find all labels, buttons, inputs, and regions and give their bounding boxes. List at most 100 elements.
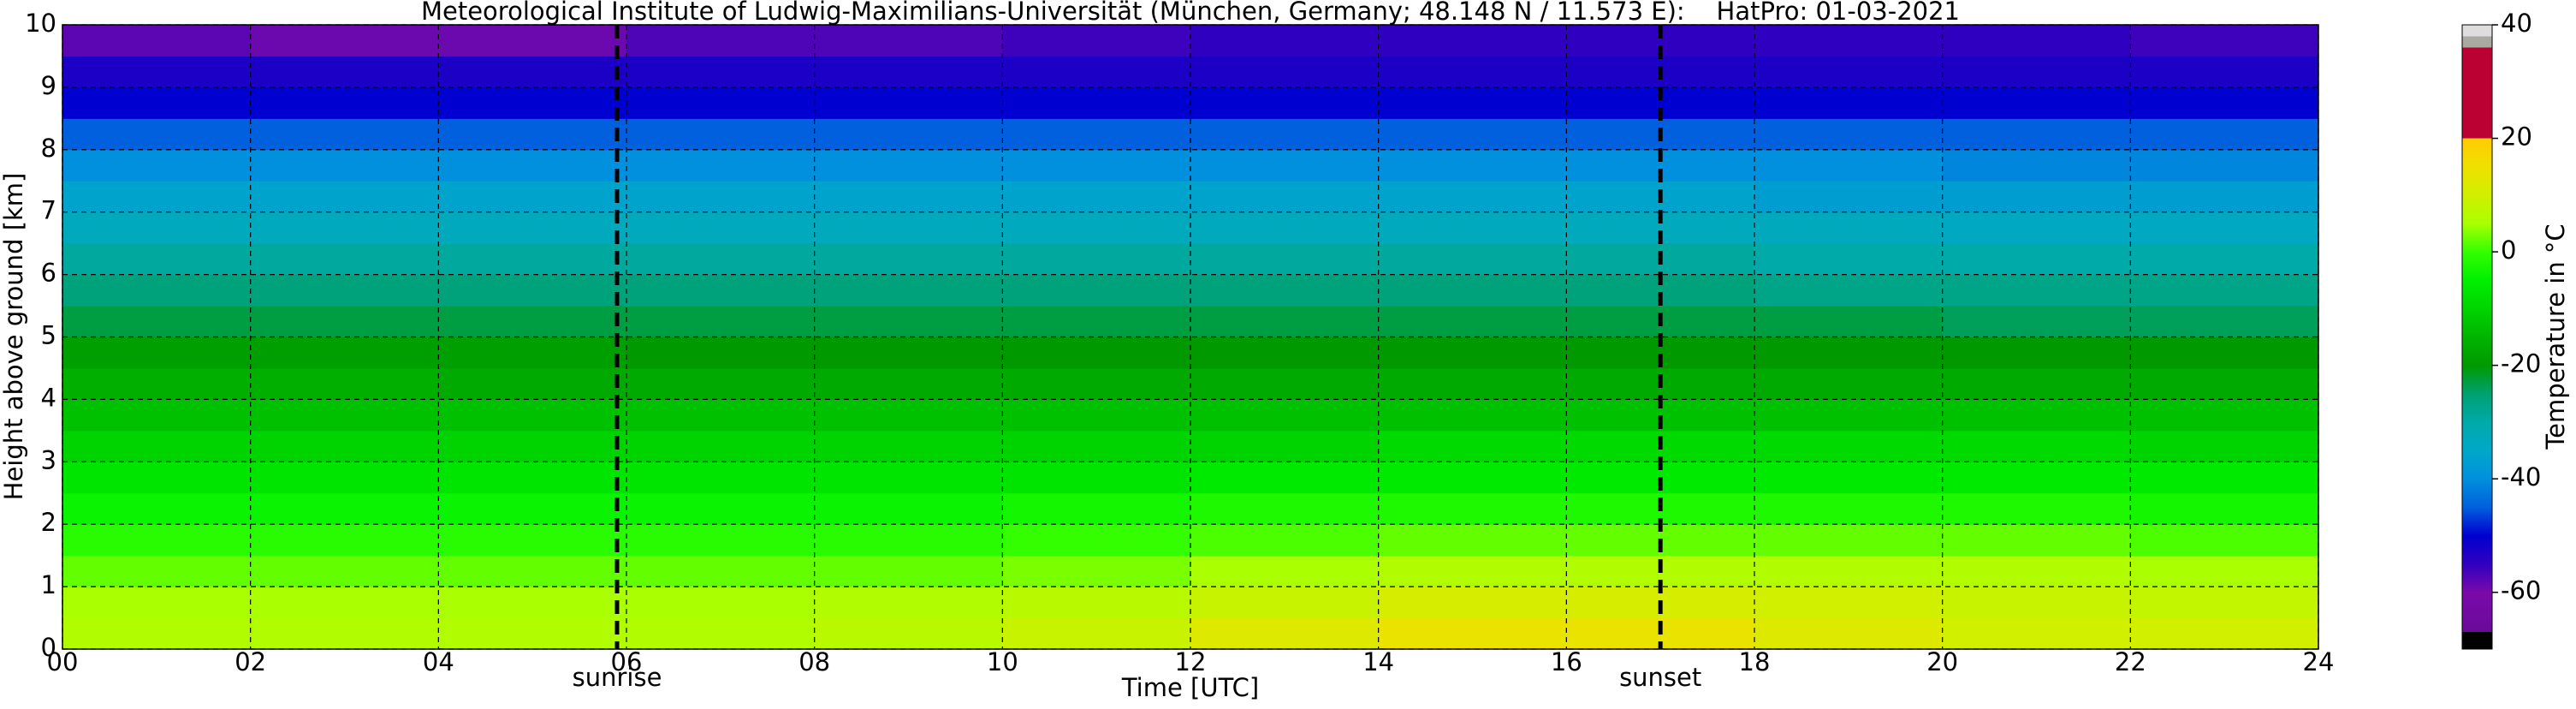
heatmap-cell bbox=[62, 367, 252, 400]
heatmap-cell bbox=[62, 86, 252, 119]
heatmap-cell bbox=[250, 86, 439, 119]
x-tick-label: 00 bbox=[47, 647, 79, 676]
colorbar-label: Temperature in °C bbox=[2541, 223, 2570, 450]
heatmap-cell bbox=[62, 399, 252, 432]
heatmap-cell bbox=[1002, 399, 1191, 432]
x-tick-label: 08 bbox=[798, 647, 830, 676]
heatmap-cell bbox=[250, 492, 439, 525]
heatmap-cell bbox=[438, 617, 627, 650]
heatmap-cell bbox=[1942, 492, 2131, 525]
heatmap-cell bbox=[814, 524, 1003, 557]
heatmap-cell bbox=[2130, 337, 2319, 369]
event-label: sunrise bbox=[573, 663, 662, 692]
event-label: sunset bbox=[1619, 663, 1701, 692]
heatmap-cell bbox=[1378, 617, 1567, 650]
heatmap-cell bbox=[1002, 243, 1191, 276]
heatmap-cell bbox=[1754, 617, 1944, 650]
chart-title: Meteorological Institute of Ludwig-Maxim… bbox=[421, 0, 1960, 26]
heatmap-cell bbox=[626, 149, 816, 182]
heatmap-cell bbox=[626, 462, 816, 494]
x-tick-label: 06 bbox=[611, 647, 643, 676]
colorbar-tick-label: 0 bbox=[2501, 235, 2516, 265]
heatmap-cell bbox=[1190, 212, 1380, 244]
heatmap-cell bbox=[1942, 243, 2131, 276]
heatmap-cell bbox=[1190, 181, 1380, 213]
heatmap-cell bbox=[1190, 617, 1380, 650]
heatmap-cell bbox=[1942, 555, 2131, 587]
heatmap-cell bbox=[1942, 399, 2131, 432]
heatmap-cell bbox=[1002, 617, 1191, 650]
heatmap-cell bbox=[626, 212, 816, 244]
heatmap-cell bbox=[1190, 337, 1380, 369]
heatmap-cell bbox=[250, 56, 439, 88]
heatmap-cell bbox=[1754, 587, 1944, 619]
y-tick-label: 4 bbox=[41, 383, 56, 412]
heatmap-cell bbox=[1378, 212, 1567, 244]
heatmap-cell bbox=[1754, 118, 1944, 151]
heatmap-cell bbox=[250, 337, 439, 369]
heatmap-cell bbox=[1190, 118, 1380, 151]
heatmap-cell bbox=[1190, 555, 1380, 587]
heatmap-cell bbox=[1378, 181, 1567, 213]
heatmap-cell bbox=[438, 212, 627, 244]
heatmap-cell bbox=[1002, 306, 1191, 337]
heatmap-cell bbox=[1190, 25, 1380, 57]
colorbar-tick-label: -20 bbox=[2501, 349, 2541, 378]
x-axis-label: Time [UTC] bbox=[1121, 673, 1259, 702]
heatmap-cell bbox=[1002, 462, 1191, 494]
heatmap-cell bbox=[2130, 56, 2319, 88]
x-tick-label: 12 bbox=[1175, 647, 1207, 676]
heatmap-cell bbox=[2130, 118, 2319, 151]
heatmap-cell bbox=[1942, 212, 2131, 244]
y-tick-label: 8 bbox=[41, 134, 56, 163]
heatmap-cell bbox=[1942, 337, 2131, 369]
heatmap-cell bbox=[438, 86, 627, 119]
heatmap-cell bbox=[814, 274, 1003, 307]
heatmap-cell bbox=[1942, 462, 2131, 494]
heatmap-cell bbox=[1378, 274, 1567, 307]
heatmap-cell bbox=[1190, 367, 1380, 400]
heatmap-cell bbox=[250, 149, 439, 182]
y-tick-label: 6 bbox=[41, 259, 56, 288]
x-tick-label: 16 bbox=[1551, 647, 1582, 676]
heatmap-cell bbox=[2130, 306, 2319, 337]
heatmap-cell bbox=[1378, 524, 1567, 557]
heatmap-cell bbox=[1754, 56, 1944, 88]
x-tick-label: 22 bbox=[2115, 647, 2146, 676]
heatmap-cell bbox=[1378, 430, 1567, 462]
heatmap-cell bbox=[1942, 587, 2131, 619]
heatmap-cell bbox=[1190, 492, 1380, 525]
heatmap-cell bbox=[1002, 555, 1191, 587]
heatmap-cell bbox=[438, 399, 627, 432]
heatmap-cell bbox=[1942, 56, 2131, 88]
heatmap-cell bbox=[1002, 118, 1191, 151]
y-tick-label: 10 bbox=[25, 9, 56, 38]
heatmap-cell bbox=[250, 399, 439, 432]
heatmap-cell bbox=[62, 274, 252, 307]
heatmap-cell bbox=[814, 555, 1003, 587]
heatmap-cell bbox=[814, 462, 1003, 494]
heatmap-cell bbox=[1190, 86, 1380, 119]
x-tick-label: 20 bbox=[1926, 647, 1958, 676]
heatmap-cell bbox=[1942, 149, 2131, 182]
heatmap-cell bbox=[1002, 149, 1191, 182]
x-tick-label: 10 bbox=[987, 647, 1018, 676]
heatmap-cell bbox=[2130, 462, 2319, 494]
heatmap-cell bbox=[814, 212, 1003, 244]
heatmap-cell bbox=[1754, 243, 1944, 276]
heatmap-cell bbox=[1942, 274, 2131, 307]
heatmap-cell bbox=[1754, 274, 1944, 307]
colorbar bbox=[2461, 24, 2493, 650]
heatmap-cell bbox=[250, 587, 439, 619]
heatmap-cell bbox=[626, 399, 816, 432]
colorbar-tick-label: -40 bbox=[2501, 462, 2541, 492]
y-axis-label: Height above ground [km] bbox=[0, 173, 28, 501]
heatmap-cell bbox=[814, 399, 1003, 432]
heatmap-cell bbox=[1378, 492, 1567, 525]
heatmap-cell bbox=[62, 462, 252, 494]
heatmap-cell bbox=[438, 118, 627, 151]
heatmap-cell bbox=[814, 118, 1003, 151]
y-tick-label: 0 bbox=[41, 633, 56, 662]
heatmap-cell bbox=[62, 617, 252, 650]
